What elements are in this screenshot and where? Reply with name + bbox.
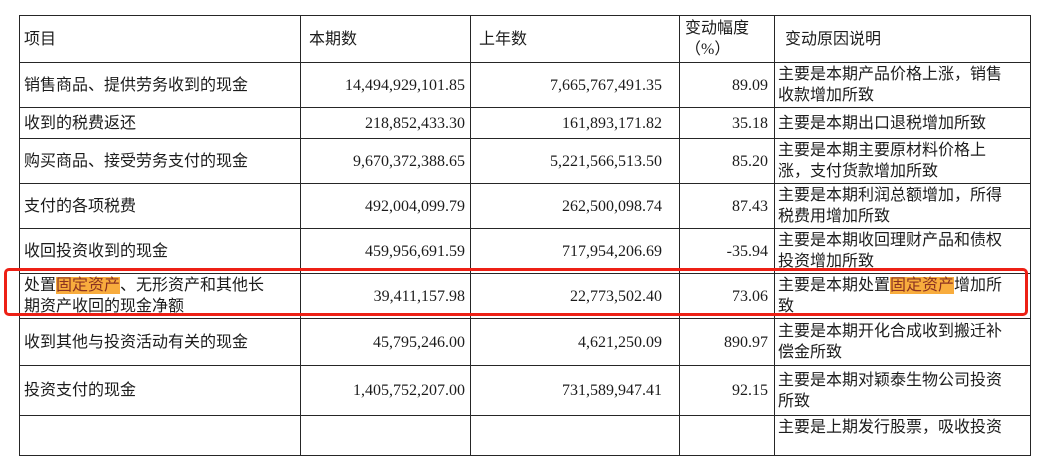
cell-current: 9,670,372,388.65 xyxy=(300,138,471,184)
cell-current: 218,852,433.30 xyxy=(300,107,471,139)
cell-prior: 262,500,098.74 xyxy=(470,183,680,229)
reason-text-pre: 主要是本期处置 xyxy=(778,277,891,294)
cell-prior: 4,621,250.09 xyxy=(470,318,680,366)
cash-flow-change-table: 项目 本期数 上年数 变动幅度 （%） 变动原因说明 销售商品、提供劳务收到的现… xyxy=(19,15,1031,456)
table-row: 收到的税费返还 218,852,433.30 161,893,171.82 35… xyxy=(19,107,1031,139)
cell-prior: 731,589,947.41 xyxy=(470,365,680,416)
cell-item: 收回投资收到的现金 xyxy=(19,228,301,274)
cell-current: 45,795,246.00 xyxy=(300,318,471,366)
cell-prior: 717,954,206.69 xyxy=(470,228,680,274)
cell-reason: 主要是本期出口退税增加所致 xyxy=(774,107,1031,139)
cell-change: 73.06 xyxy=(679,273,775,319)
cell-change xyxy=(679,415,775,456)
cell-item: 收到其他与投资活动有关的现金 xyxy=(19,318,301,366)
cell-item: 支付的各项税费 xyxy=(19,183,301,229)
cell-reason: 主要是本期利润总额增加，所得 税费用增加所致 xyxy=(774,183,1031,229)
cell-change: 92.15 xyxy=(679,365,775,416)
cell-reason: 主要是本期对颖泰生物公司投资 所致 xyxy=(774,365,1031,416)
cell-item: 购买商品、接受劳务支付的现金 xyxy=(19,138,301,184)
cell-reason: 主要是本期处置固定资产增加所 致 xyxy=(774,273,1031,319)
cell-item: 处置固定资产、无形资产和其他长 期资产收回的现金净额 xyxy=(19,273,301,319)
table-row: 购买商品、接受劳务支付的现金 9,670,372,388.65 5,221,56… xyxy=(19,138,1031,184)
reason-text-post: 增加所 致 xyxy=(778,277,1003,315)
cell-change: 35.18 xyxy=(679,107,775,139)
cell-item xyxy=(19,415,301,456)
cell-change: -35.94 xyxy=(679,228,775,274)
cell-current: 14,494,929,101.85 xyxy=(300,62,471,108)
table-row: 销售商品、提供劳务收到的现金 14,494,929,101.85 7,665,7… xyxy=(19,62,1031,108)
table-row: 收回投资收到的现金 459,956,691.59 717,954,206.69 … xyxy=(19,228,1031,274)
search-highlight: 固定资产 xyxy=(56,277,121,294)
item-text-post: 、无形资产和其他长 期资产收回的现金净额 xyxy=(24,277,265,315)
cell-reason: 主要是上期发行股票，吸收投资 xyxy=(774,415,1031,456)
cell-item: 收到的税费返还 xyxy=(19,107,301,139)
table-row-highlighted: 处置固定资产、无形资产和其他长 期资产收回的现金净额 39,411,157.98… xyxy=(19,273,1031,319)
col-header-reason: 变动原因说明 xyxy=(774,15,1031,63)
cell-reason: 主要是本期产品价格上涨，销售 收款增加所致 xyxy=(774,62,1031,108)
search-highlight: 固定资产 xyxy=(890,277,955,294)
cell-item: 销售商品、提供劳务收到的现金 xyxy=(19,62,301,108)
col-header-current: 本期数 xyxy=(300,15,471,63)
cell-change: 87.43 xyxy=(679,183,775,229)
table-row: 支付的各项税费 492,004,099.79 262,500,098.74 87… xyxy=(19,183,1031,229)
cell-item: 投资支付的现金 xyxy=(19,365,301,416)
cell-reason: 主要是本期主要原材料价格上 涨，支付货款增加所致 xyxy=(774,138,1031,184)
cell-reason: 主要是本期收回理财产品和债权 投资增加所致 xyxy=(774,228,1031,274)
col-header-prior: 上年数 xyxy=(470,15,680,63)
cell-change: 89.09 xyxy=(679,62,775,108)
cell-current: 39,411,157.98 xyxy=(300,273,471,319)
cell-current: 1,405,752,207.00 xyxy=(300,365,471,416)
cell-current xyxy=(300,415,471,456)
col-header-item: 项目 xyxy=(19,15,301,63)
cell-current: 492,004,099.79 xyxy=(300,183,471,229)
col-header-change: 变动幅度 （%） xyxy=(679,15,775,63)
cell-reason: 主要是本期开化合成收到搬迁补 偿金所致 xyxy=(774,318,1031,366)
cell-change: 890.97 xyxy=(679,318,775,366)
table-header-row: 项目 本期数 上年数 变动幅度 （%） 变动原因说明 xyxy=(19,15,1031,63)
table-row-clipped: 主要是上期发行股票，吸收投资 xyxy=(19,415,1031,456)
cell-prior: 5,221,566,513.50 xyxy=(470,138,680,184)
cell-prior: 161,893,171.82 xyxy=(470,107,680,139)
item-text-pre: 处置 xyxy=(24,277,57,294)
table-row: 收到其他与投资活动有关的现金 45,795,246.00 4,621,250.0… xyxy=(19,318,1031,366)
table-row: 投资支付的现金 1,405,752,207.00 731,589,947.41 … xyxy=(19,365,1031,416)
cell-current: 459,956,691.59 xyxy=(300,228,471,274)
cell-change: 85.20 xyxy=(679,138,775,184)
cell-prior: 7,665,767,491.35 xyxy=(470,62,680,108)
cell-prior xyxy=(470,415,680,456)
cell-prior: 22,773,502.40 xyxy=(470,273,680,319)
